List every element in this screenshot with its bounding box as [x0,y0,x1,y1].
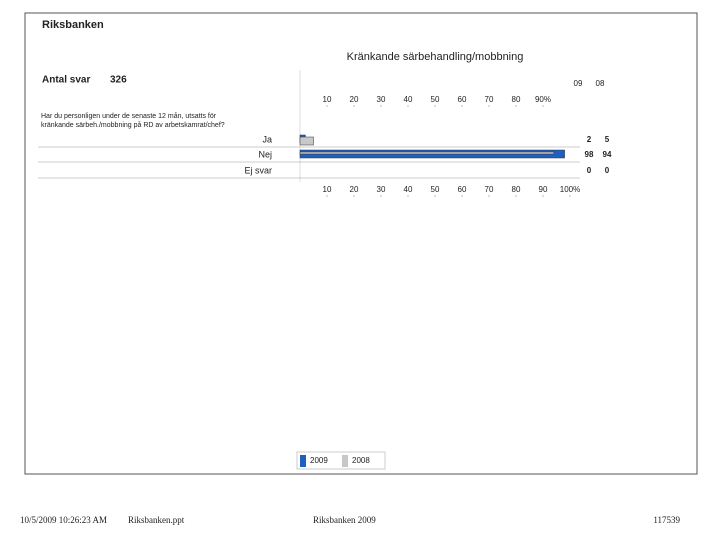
x-tick-label: 60 [458,95,467,104]
legend-label: 2008 [352,456,370,465]
x-tick-label: 60 [458,185,467,194]
x-tick-label: 30 [377,185,386,194]
value-label: 94 [603,150,612,159]
x-tick-label: 100% [560,185,580,194]
chart-title: Kränkande särbehandling/mobbning [347,51,524,63]
x-tick-label: 70 [485,185,494,194]
value-label: 2 [587,135,592,144]
legend-box [296,451,386,470]
x-tick-label: 40 [404,185,413,194]
value-label: 5 [605,135,610,144]
slide-frame [24,12,698,475]
footer-file: Riksbanken.ppt [128,515,185,525]
x-tick-label: 80 [512,95,521,104]
respondents-label: Antal svar [42,75,90,86]
bar [299,136,314,146]
legend-swatch [342,455,348,467]
x-tick-label: 20 [350,185,359,194]
x-tick-label: 90% [535,95,551,104]
category-label: Nej [258,149,272,159]
x-tick-label: 50 [431,185,440,194]
category-label: Ej svar [244,165,272,175]
x-tick-label: 20 [350,95,359,104]
column-header: 08 [596,79,605,88]
footer-center: Riksbanken 2009 [313,515,376,525]
legend-swatch [300,455,306,467]
x-tick-label: 10 [323,95,332,104]
x-tick-label: 90 [539,185,548,194]
category-label: Ja [262,134,272,144]
question: kränkande särbeh./mobbning på RD av arbe… [41,121,225,129]
x-tick-label: 50 [431,95,440,104]
footer-number: 117539 [653,515,680,525]
x-tick-label: 80 [512,185,521,194]
question: Har du personligen under de senaste 12 m… [41,112,217,120]
legend-label: 2009 [310,456,328,465]
x-tick-label: 10 [323,185,332,194]
x-tick-label: 70 [485,95,494,104]
value-label: 0 [587,166,592,175]
value-label: 0 [605,166,610,175]
footer-date: 10/5/2009 10:26:23 AM [20,515,107,525]
x-tick-label: 40 [404,95,413,104]
x-tick-label: 30 [377,95,386,104]
respondents: 326 [110,75,127,86]
value-label: 98 [585,150,594,159]
bar [299,151,555,155]
column-header: 09 [574,79,583,88]
slide-title: Riksbanken [42,19,104,31]
